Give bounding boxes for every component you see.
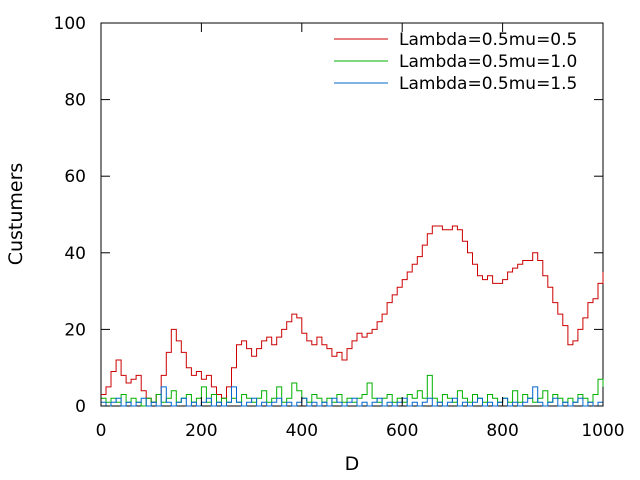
series-line-1 [101,225,604,403]
x-tick-label: 800 [486,421,518,441]
series-line-3 [101,386,604,407]
legend-label-1: Lambda=0.5mu=0.5 [399,30,577,50]
plot-frame [100,22,604,407]
y-tick-label: 40 [64,244,86,264]
x-tick-label: 400 [286,421,318,441]
x-tick-label: 200 [185,421,217,441]
x-tick-label: 1000 [581,421,624,441]
x-tick-label: 600 [386,421,418,441]
y-tick-label: 0 [75,397,86,417]
y-tick-label: 80 [64,91,86,111]
y-tick-label: 100 [54,14,86,34]
y-tick-label: 20 [64,320,86,340]
series-layer [101,225,604,407]
tick-layer: 0 200 400 600 800 1000 0 20 40 60 80 100 [54,14,625,441]
x-axis-label: D [345,453,360,475]
y-tick-label: 60 [64,167,86,187]
x-tick-label: 0 [96,421,107,441]
legend-label-2: Lambda=0.5mu=1.0 [399,52,577,72]
legend-label-3: Lambda=0.5mu=1.5 [399,74,577,94]
legend: Lambda=0.5mu=0.5Lambda=0.5mu=1.0Lambda=0… [334,30,577,94]
y-axis-label: Custumers [5,163,27,266]
